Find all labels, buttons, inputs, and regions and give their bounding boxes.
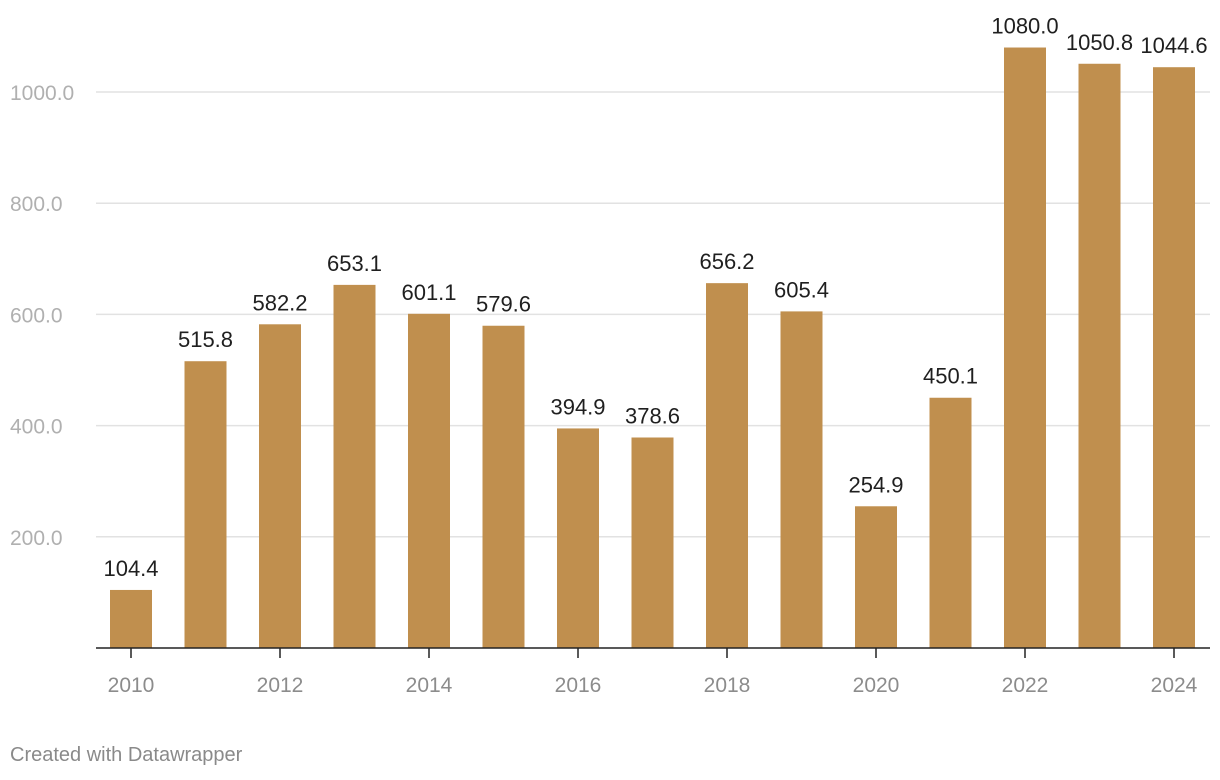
x-axis: 2010 2012 2014 2016 2018 2020 2022 2024	[96, 647, 1210, 697]
value-label-2024: 1044.6	[1140, 33, 1207, 58]
x-tick-label-2016: 2016	[555, 674, 602, 697]
x-tick-label-2010: 2010	[108, 674, 155, 697]
bar-2012	[259, 324, 301, 648]
value-label-2012: 582.2	[252, 290, 307, 315]
bar-2016	[557, 428, 599, 648]
x-tick-label-2018: 2018	[704, 674, 751, 697]
value-label-2010: 104.4	[103, 556, 158, 581]
bar-2014	[408, 313, 450, 648]
value-label-2019: 605.4	[774, 277, 829, 302]
bar-2018	[706, 283, 748, 648]
y-tick-label: 200.0	[10, 527, 63, 550]
value-label-2011: 515.8	[178, 327, 233, 352]
bar-2024	[1153, 67, 1195, 649]
bar-2023	[1078, 63, 1121, 649]
value-label-2020: 254.9	[848, 472, 903, 497]
x-tick-label-2022: 2022	[1002, 674, 1049, 697]
value-label-2016: 394.9	[550, 394, 605, 419]
x-tick-label-2024: 2024	[1151, 674, 1198, 697]
bar-2021	[929, 397, 972, 648]
bars	[110, 47, 1195, 649]
bar-2015	[482, 325, 525, 648]
bar-2019	[780, 311, 823, 648]
value-labels: 104.4 515.8 582.2 653.1 601.1 579.6 394.9 378.6…	[103, 14, 1207, 581]
y-tick-label: 600.0	[10, 304, 63, 327]
value-label-2021: 450.1	[923, 364, 978, 389]
value-label-2013: 653.1	[327, 251, 382, 276]
x-tick-label-2014: 2014	[406, 674, 453, 697]
value-label-2022: 1080.0	[991, 14, 1058, 39]
bar-2020	[855, 506, 897, 648]
value-label-2017: 378.6	[625, 403, 680, 428]
value-label-2023: 1050.8	[1066, 30, 1133, 55]
value-label-2014: 601.1	[401, 280, 456, 305]
bar-2011	[184, 361, 227, 648]
x-tick-label-2020: 2020	[853, 674, 900, 697]
value-label-2015: 579.6	[476, 292, 531, 317]
value-label-2018: 656.2	[699, 249, 754, 274]
footer-credit: Created with Datawrapper	[10, 744, 243, 766]
bar-2022	[1004, 47, 1046, 648]
bar-2013	[333, 284, 376, 648]
x-tick-label-2012: 2012	[257, 674, 304, 697]
y-tick-label: 800.0	[10, 193, 63, 216]
y-tick-label: 1000.0	[10, 82, 74, 105]
y-tick-label: 400.0	[10, 416, 63, 439]
bar-2017	[631, 437, 674, 648]
bar-2010	[110, 589, 152, 648]
